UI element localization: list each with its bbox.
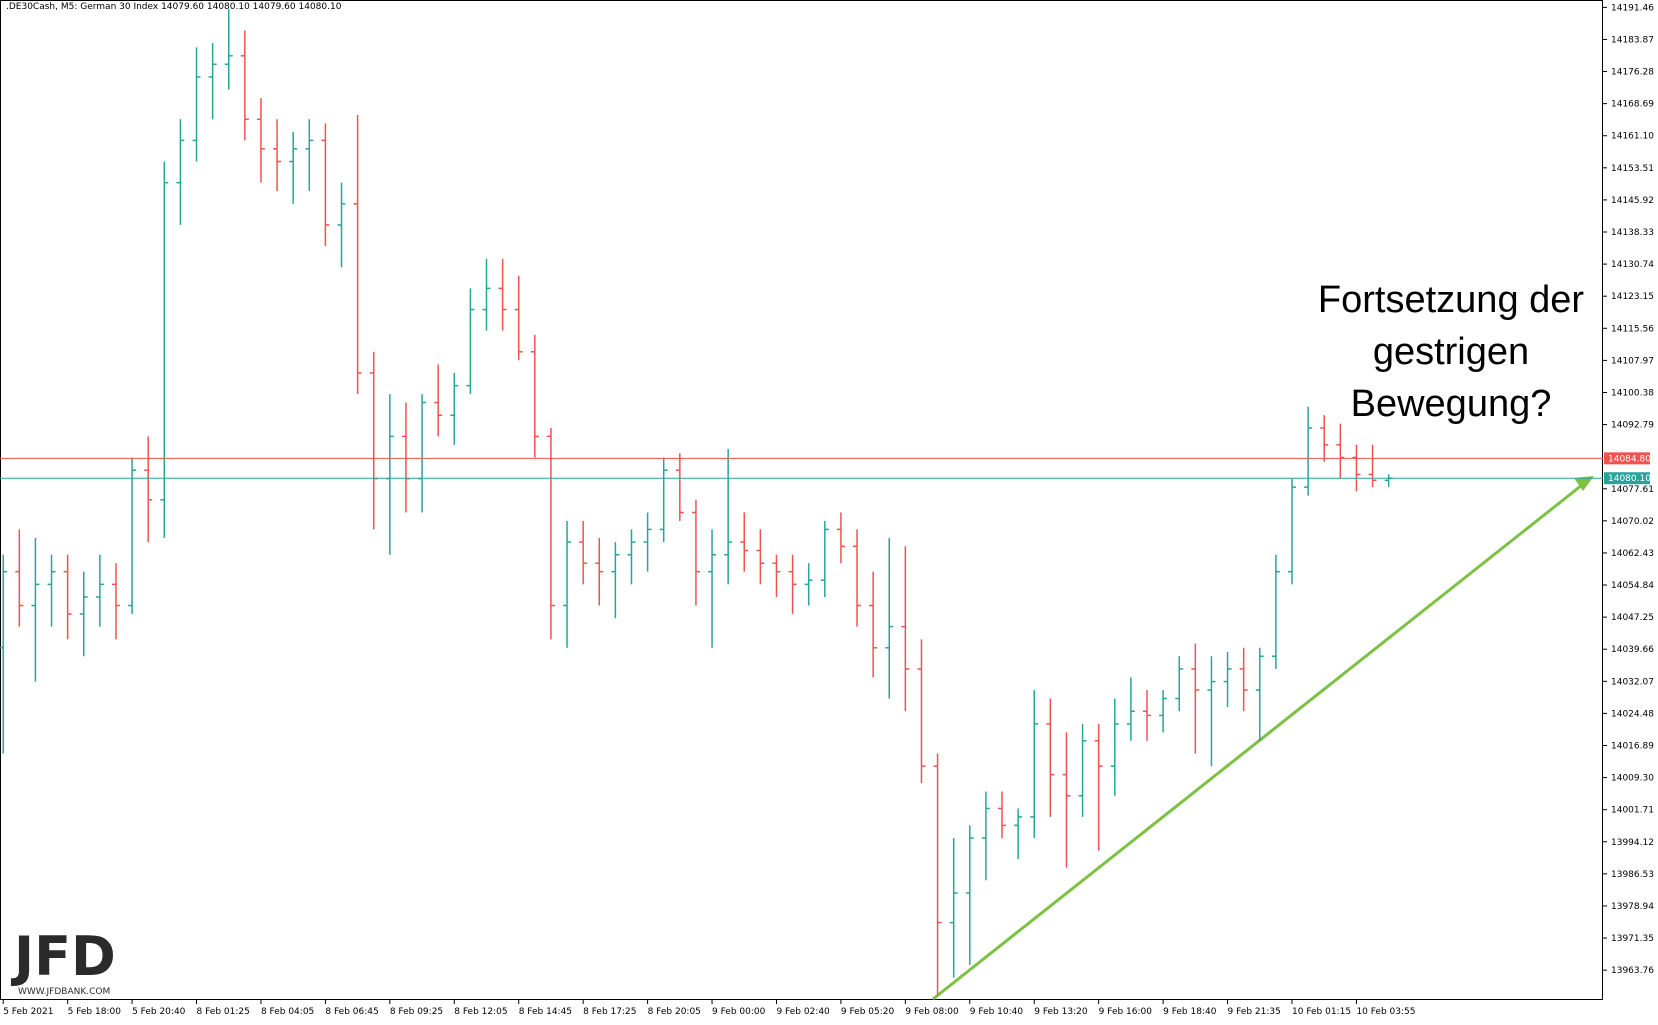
y-tick-label: 14032.07 bbox=[1611, 677, 1654, 687]
annotation: Bewegung? bbox=[1351, 383, 1552, 425]
x-tick-label: 5 Feb 18:00 bbox=[68, 1007, 122, 1017]
annotation: Fortsetzung der bbox=[1318, 279, 1584, 321]
price-label: 14080.10 bbox=[1608, 474, 1651, 484]
y-tick-label: 13971.35 bbox=[1611, 934, 1654, 944]
price-label: 14084.80 bbox=[1608, 454, 1651, 464]
x-tick-label: 9 Feb 02:40 bbox=[776, 1007, 830, 1017]
x-tick-label: 9 Feb 18:40 bbox=[1163, 1007, 1217, 1017]
y-tick-label: 14054.84 bbox=[1611, 581, 1654, 591]
y-tick-label: 14092.79 bbox=[1611, 421, 1654, 431]
y-tick-label: 14009.30 bbox=[1611, 774, 1654, 784]
y-tick-label: 14107.97 bbox=[1611, 356, 1654, 366]
trend-line bbox=[932, 483, 1583, 1001]
price-label-box bbox=[1604, 452, 1650, 465]
x-tick-label: 8 Feb 01:25 bbox=[197, 1007, 250, 1017]
y-tick-label: 14161.10 bbox=[1611, 132, 1654, 142]
x-tick-label: 10 Feb 01:15 bbox=[1292, 1007, 1351, 1017]
x-tick-label: 8 Feb 04:05 bbox=[261, 1007, 314, 1017]
y-tick-label: 14001.71 bbox=[1611, 806, 1654, 816]
y-tick-label: 13963.76 bbox=[1611, 966, 1654, 976]
x-tick-label: 9 Feb 05:20 bbox=[841, 1007, 895, 1017]
x-tick-label: 9 Feb 21:35 bbox=[1228, 1007, 1281, 1017]
trend-arrowhead bbox=[1574, 476, 1594, 491]
x-tick-label: 9 Feb 13:20 bbox=[1034, 1007, 1088, 1017]
chart-title: .DE30Cash, M5: German 30 Index 14079.60 … bbox=[6, 2, 342, 12]
y-tick-label: 14047.25 bbox=[1611, 613, 1654, 623]
x-tick-label: 8 Feb 17:25 bbox=[583, 1007, 636, 1017]
y-tick-label: 14024.48 bbox=[1611, 709, 1654, 719]
y-tick-label: 13994.12 bbox=[1611, 838, 1654, 848]
y-tick-label: 14191.46 bbox=[1611, 3, 1654, 13]
logo: JFD bbox=[10, 925, 116, 988]
x-tick-label: 8 Feb 12:05 bbox=[454, 1007, 507, 1017]
y-tick-label: 13986.53 bbox=[1611, 870, 1654, 880]
x-tick-label: 9 Feb 08:00 bbox=[905, 1007, 959, 1017]
x-tick-label: 5 Feb 20:40 bbox=[132, 1007, 186, 1017]
y-tick-label: 14153.51 bbox=[1611, 164, 1654, 174]
x-tick-label: 9 Feb 16:00 bbox=[1099, 1007, 1153, 1017]
y-tick-label: 14176.28 bbox=[1611, 68, 1654, 78]
y-tick-label: 14115.56 bbox=[1611, 324, 1654, 334]
y-tick-label: 14138.33 bbox=[1611, 228, 1654, 238]
y-tick-label: 13978.94 bbox=[1611, 902, 1654, 912]
x-tick-label: 10 Feb 03:55 bbox=[1356, 1007, 1415, 1017]
y-tick-label: 14077.61 bbox=[1611, 485, 1654, 495]
y-tick-label: 14016.89 bbox=[1611, 741, 1654, 751]
x-tick-label: 8 Feb 14:45 bbox=[519, 1007, 572, 1017]
x-tick-label: 8 Feb 09:25 bbox=[390, 1007, 443, 1017]
y-tick-label: 14168.69 bbox=[1611, 100, 1654, 110]
price-label-box bbox=[1604, 472, 1650, 485]
y-tick-label: 14183.87 bbox=[1611, 35, 1654, 45]
x-tick-label: 9 Feb 10:40 bbox=[970, 1007, 1024, 1017]
y-tick-label: 14123.15 bbox=[1611, 292, 1654, 302]
y-tick-label: 14062.43 bbox=[1611, 549, 1654, 559]
x-tick-label: 5 Feb 2021 bbox=[3, 1007, 53, 1017]
y-tick-label: 14039.66 bbox=[1611, 645, 1654, 655]
y-tick-label: 14145.92 bbox=[1611, 196, 1654, 206]
plot-frame bbox=[0, 0, 1603, 1000]
x-tick-label: 8 Feb 20:05 bbox=[648, 1007, 701, 1017]
y-tick-label: 14130.74 bbox=[1611, 260, 1654, 270]
annotation: gestrigen bbox=[1373, 331, 1529, 373]
y-tick-label: 14070.02 bbox=[1611, 517, 1654, 527]
logo-url: WWW.JFDBANK.COM bbox=[18, 987, 110, 997]
x-tick-label: 9 Feb 00:00 bbox=[712, 1007, 766, 1017]
y-tick-label: 14100.38 bbox=[1611, 388, 1654, 398]
x-tick-label: 8 Feb 06:45 bbox=[325, 1007, 378, 1017]
